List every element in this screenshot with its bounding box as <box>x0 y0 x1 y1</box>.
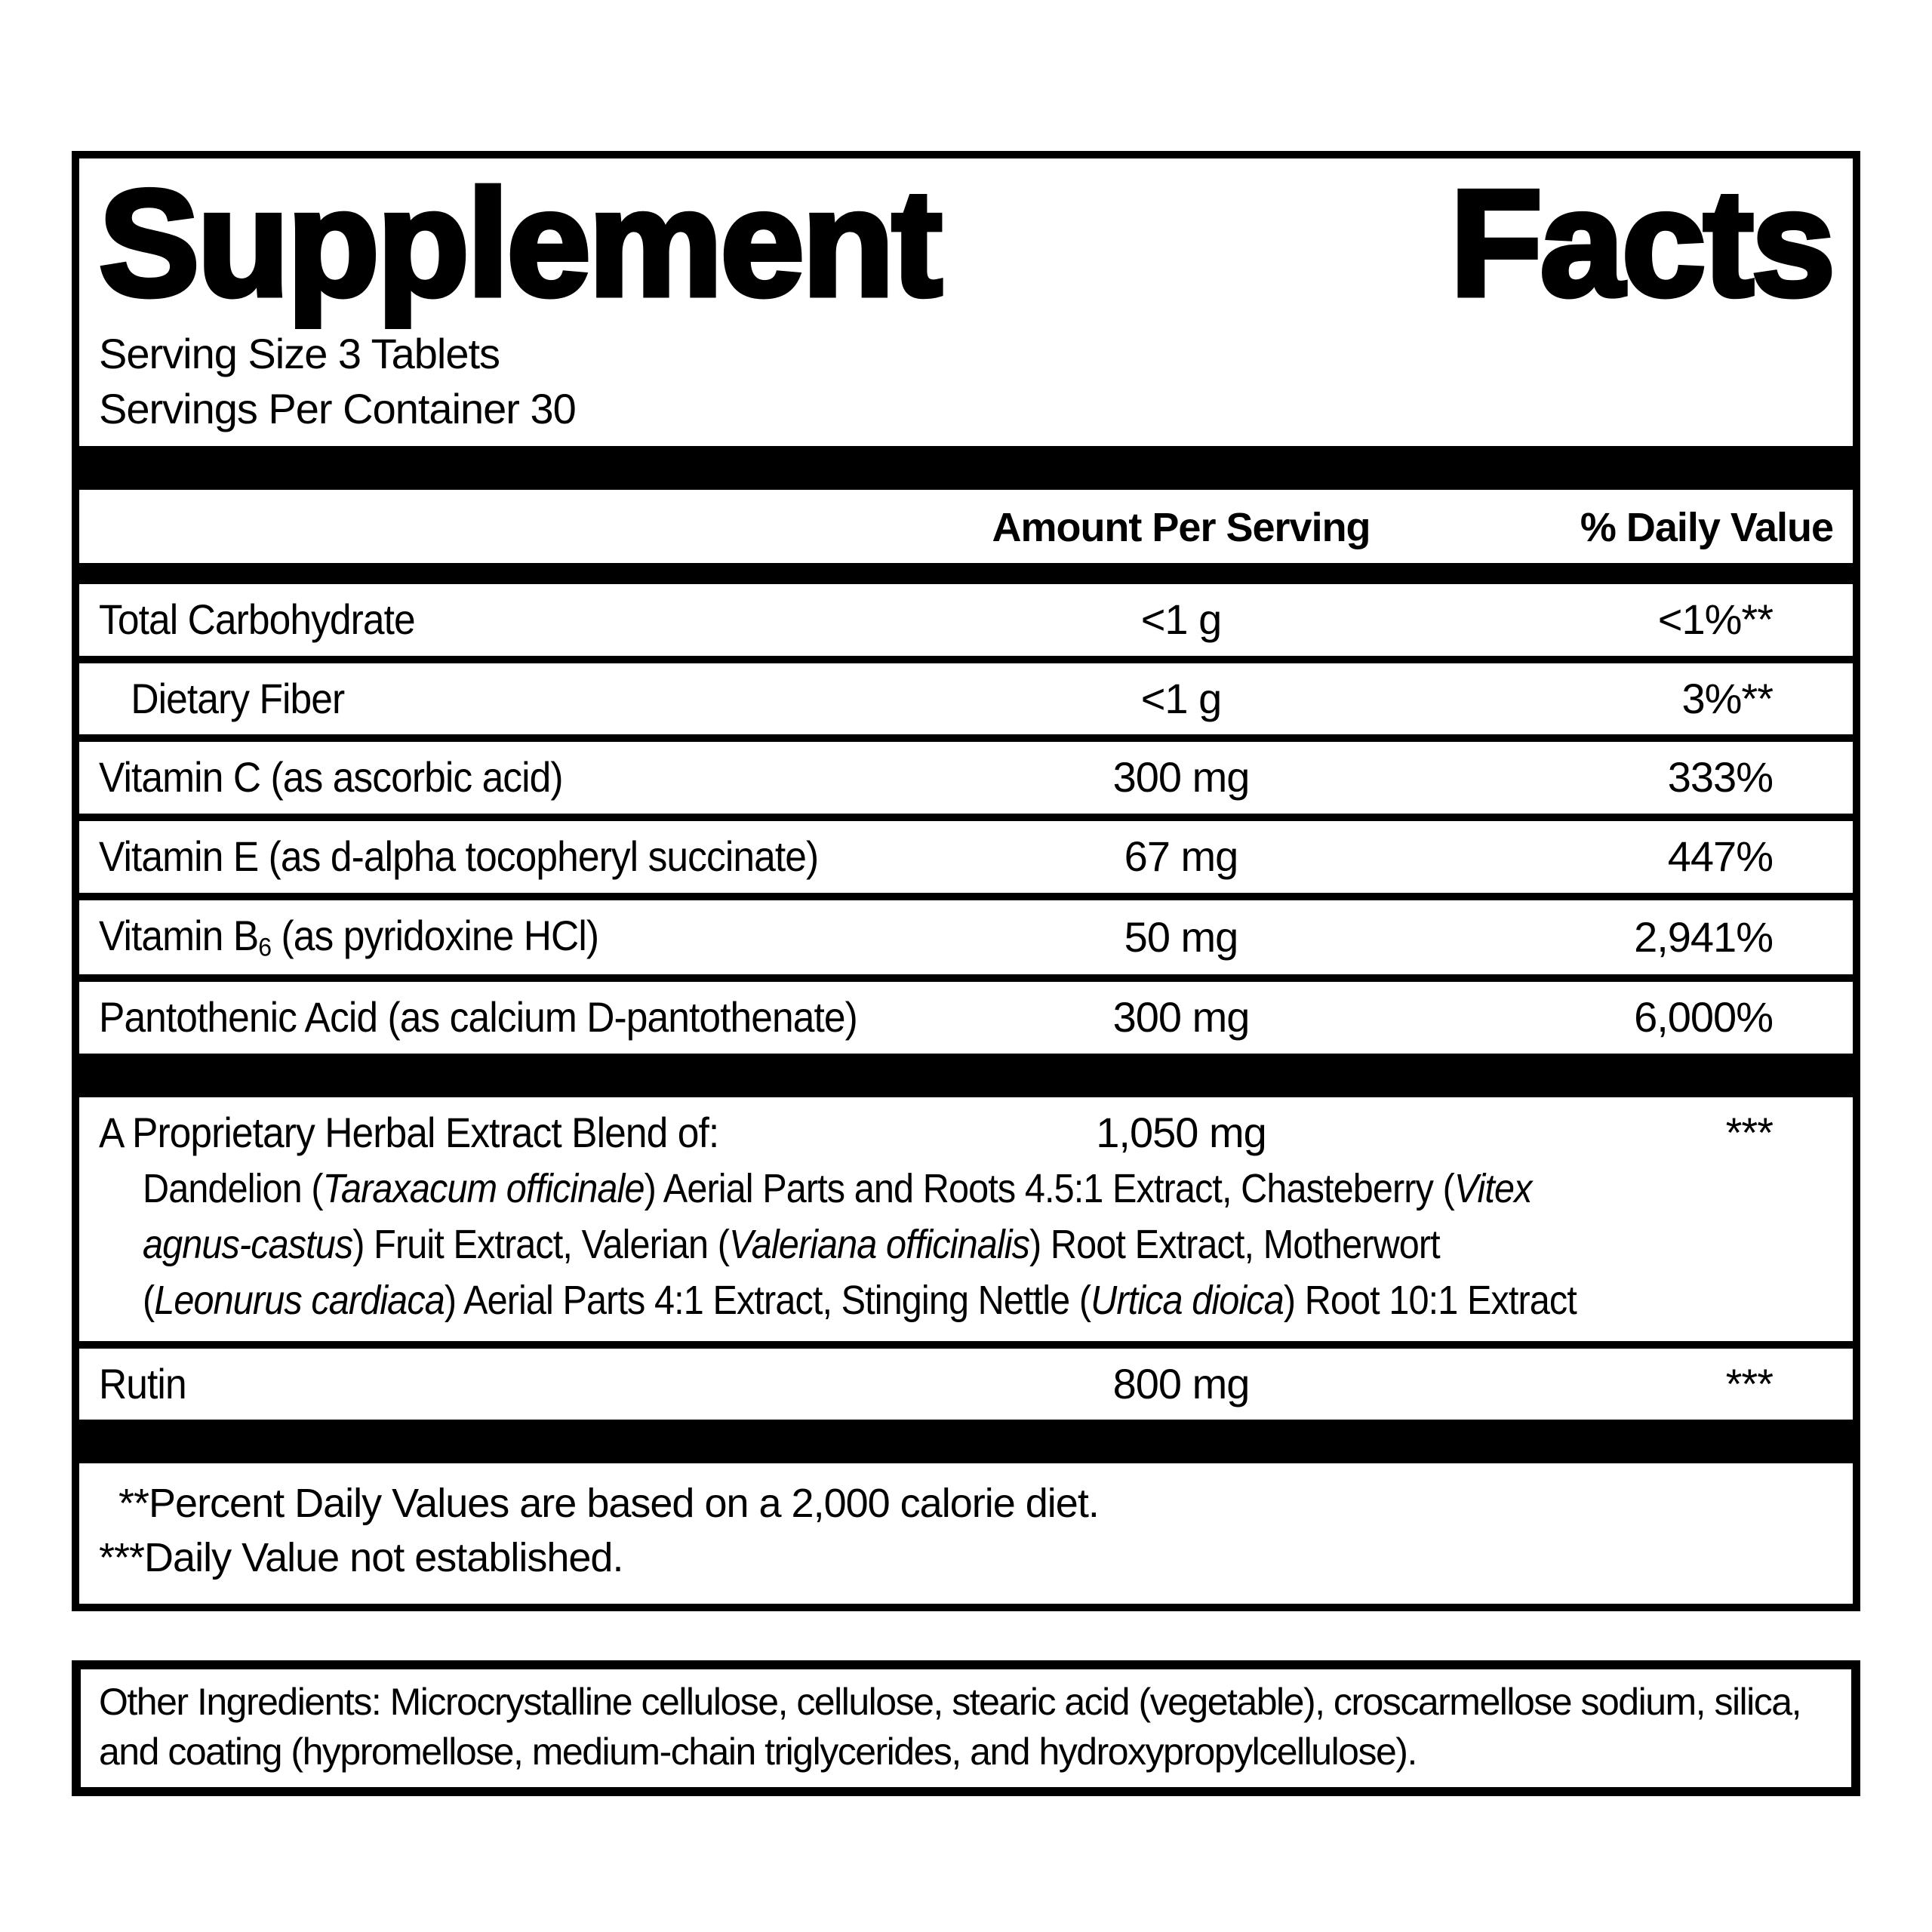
row-dietary-fiber: Dietary Fiber <1 g 3%** <box>79 663 1853 735</box>
row-proprietary-blend: A Proprietary Herbal Extract Blend of: 1… <box>79 1097 1853 1161</box>
nutrient-name: Total Carbohydrate <box>99 595 416 643</box>
nutrient-daily-value: <1%** <box>1657 595 1774 643</box>
row-divider <box>79 1340 1853 1349</box>
nutrient-daily-value: 447% <box>1667 832 1774 881</box>
nutrient-name: Vitamin B6 (as pyridoxine HCl) <box>99 911 599 962</box>
nutrient-daily-value: *** <box>1725 1359 1774 1407</box>
nutrient-amount: <1 g <box>1140 595 1223 643</box>
other-ingredients-text: Other Ingredients: Microcrystalline cell… <box>99 1681 1801 1773</box>
row-divider <box>79 734 1853 743</box>
servings-per-container-text: Servings Per Container 30 <box>99 384 577 432</box>
nutrient-name: Dietary Fiber <box>131 674 345 722</box>
amount-per-serving-header: Amount Per Serving <box>992 505 1371 551</box>
nutrient-amount: 50 mg <box>1124 912 1239 961</box>
title-word-supplement: Supplement <box>97 159 946 328</box>
panel-title: Supplement Facts <box>79 158 1853 328</box>
row-divider <box>79 814 1853 822</box>
nutrient-daily-value: 2,941% <box>1634 912 1774 961</box>
blend-description-line: (Leonurus cardiaca) Aerial Parts 4:1 Ext… <box>143 1277 1577 1323</box>
row-divider <box>79 974 1853 983</box>
nutrient-daily-value: 333% <box>1667 753 1774 801</box>
row-divider <box>79 892 1853 900</box>
footnote-daily-values: **Percent Daily Values are based on a 2,… <box>118 1481 1100 1527</box>
blend-description-line: Dandelion (Taraxacum officinale) Aerial … <box>143 1165 1532 1211</box>
blend-description: Dandelion (Taraxacum officinale) Aerial … <box>79 1161 1853 1341</box>
daily-value-header: % Daily Value <box>1580 505 1834 551</box>
section-bar-top <box>79 446 1853 491</box>
supplement-facts-panel: Supplement Facts Serving Size 3 Tablets … <box>72 151 1860 1611</box>
nutrient-daily-value: 3%** <box>1681 674 1774 722</box>
other-ingredients-box: Other Ingredients: Microcrystalline cell… <box>72 1660 1860 1796</box>
nutrient-amount: 67 mg <box>1124 832 1239 881</box>
blend-daily-value: *** <box>1725 1109 1774 1156</box>
row-vitamin-c: Vitamin C (as ascorbic acid) 300 mg 333% <box>79 742 1853 814</box>
blend-amount: 1,050 mg <box>1096 1109 1267 1156</box>
row-vitamin-e: Vitamin E (as d-alpha tocopheryl succina… <box>79 821 1853 893</box>
row-vitamin-b6: Vitamin B6 (as pyridoxine HCl) 50 mg 2,9… <box>79 900 1853 975</box>
section-bar-middle <box>79 1054 1853 1097</box>
row-rutin: Rutin 800 mg *** <box>79 1349 1853 1420</box>
blend-header: A Proprietary Herbal Extract Blend of: <box>99 1109 719 1156</box>
title-word-facts: Facts <box>1447 159 1838 328</box>
row-total-carbohydrate: Total Carbohydrate <1 g <1%** <box>79 584 1853 656</box>
column-headers-row: Amount Per Serving % Daily Value <box>79 490 1853 562</box>
footnote-dv-not-established: ***Daily Value not established. <box>99 1534 623 1580</box>
nutrient-amount: 300 mg <box>1112 993 1251 1041</box>
row-pantothenic-acid: Pantothenic Acid (as calcium D-pantothen… <box>79 982 1853 1054</box>
nutrient-name: Vitamin E (as d-alpha tocopheryl succina… <box>99 832 819 881</box>
nutrient-amount: 800 mg <box>1112 1359 1251 1407</box>
nutrient-amount: 300 mg <box>1112 753 1251 801</box>
nutrient-name: Pantothenic Acid (as calcium D-pantothen… <box>99 993 858 1041</box>
nutrient-name: Rutin <box>99 1359 187 1407</box>
row-divider <box>79 655 1853 663</box>
nutrient-amount: <1 g <box>1140 674 1223 722</box>
nutrient-name: Vitamin C (as ascorbic acid) <box>99 753 564 801</box>
section-bar-bottom <box>79 1420 1853 1464</box>
footnotes: **Percent Daily Values are based on a 2,… <box>79 1463 1853 1585</box>
blend-description-line: agnus-castus) Fruit Extract, Valerian (V… <box>143 1221 1441 1267</box>
serving-size-text: Serving Size 3 Tablets <box>99 330 500 377</box>
header-underline-bar <box>79 562 1853 584</box>
nutrient-daily-value: 6,000% <box>1634 993 1774 1041</box>
